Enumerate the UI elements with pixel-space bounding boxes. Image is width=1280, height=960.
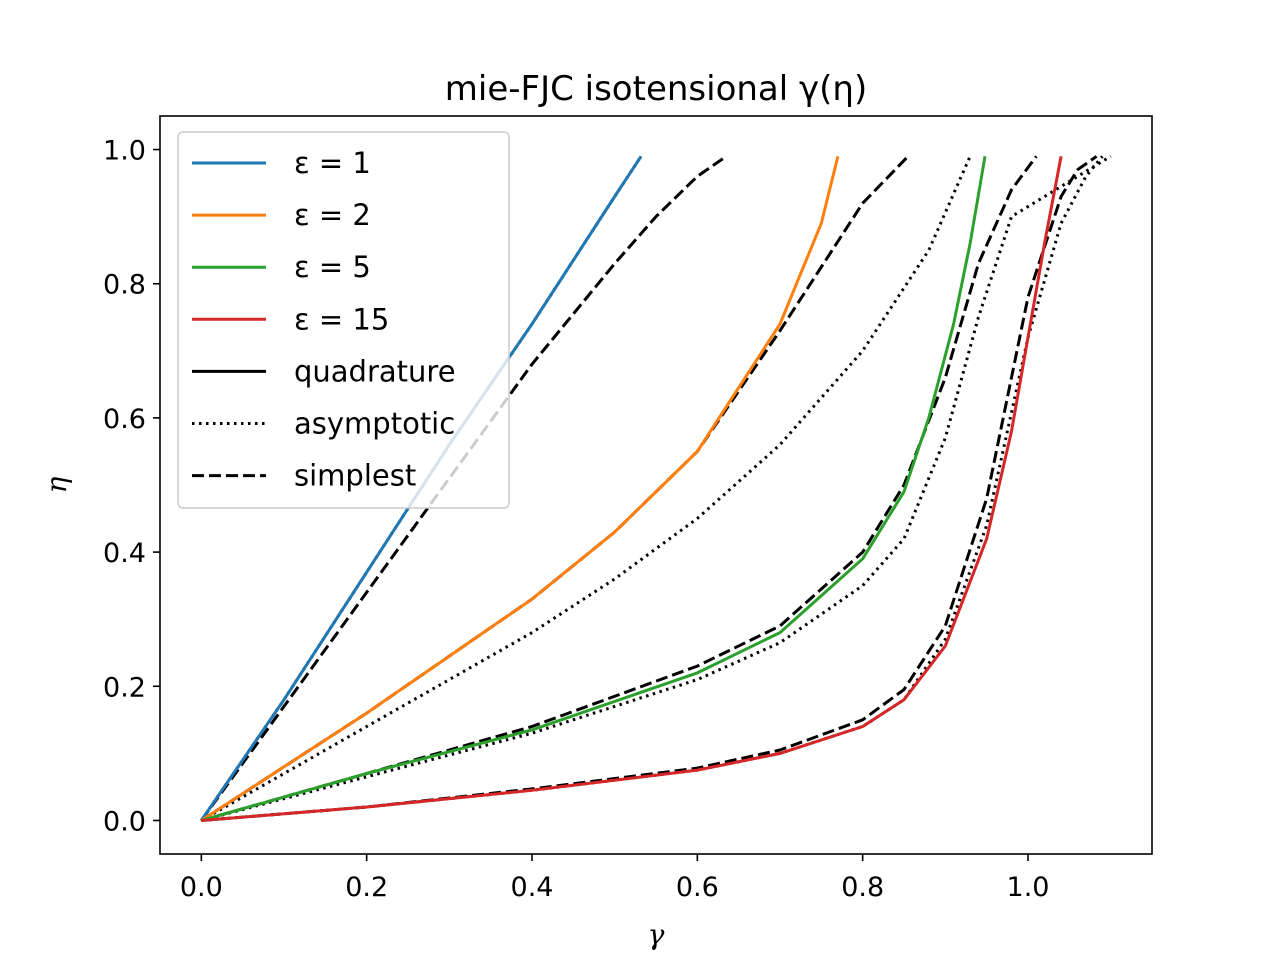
legend-label: ε = 1 bbox=[294, 146, 371, 180]
legend-box bbox=[177, 131, 510, 509]
y-tick-label: 0.2 bbox=[103, 672, 146, 703]
x-tick-label: 0.8 bbox=[841, 872, 884, 903]
legend-label: quadrature bbox=[294, 354, 456, 388]
series-line-eps5-simplest bbox=[200, 155, 1038, 822]
legend-entries: ε = 1 ε = 2 ε = 5 ε = 15 quadrature asymptoti… bbox=[192, 146, 456, 493]
chart-title: mie-FJC isotensional γ(η) bbox=[445, 69, 867, 109]
legend: ε = 1 ε = 2 ε = 5 ε = 15 quadrature asymptoti… bbox=[177, 131, 510, 509]
legend-label: ε = 2 bbox=[294, 198, 371, 232]
legend-label: ε = 15 bbox=[294, 302, 389, 336]
series-line-eps15-quadrature bbox=[201, 156, 1063, 822]
x-axis: 0.0 0.2 0.4 0.6 0.8 1.0 bbox=[180, 854, 1050, 903]
series-line-eps2-quadrature bbox=[200, 155, 840, 822]
x-tick-label: 0.0 bbox=[180, 872, 223, 903]
series-line-eps1-simplest bbox=[200, 155, 728, 822]
legend-label: simplest bbox=[294, 459, 416, 493]
y-tick-label: 0.6 bbox=[103, 404, 146, 435]
y-tick-label: 0.0 bbox=[103, 806, 146, 837]
y-axis: 0.0 0.2 0.4 0.6 0.8 1.0 bbox=[103, 136, 160, 837]
y-tick-label: 0.8 bbox=[103, 270, 146, 301]
x-tick-label: 1.0 bbox=[1007, 872, 1050, 903]
y-axis-label: η bbox=[40, 476, 73, 493]
x-tick-label: 0.2 bbox=[345, 872, 388, 903]
y-tick-label: 0.4 bbox=[103, 538, 146, 569]
series-line-eps5-quadrature bbox=[200, 156, 987, 822]
plot-frame bbox=[159, 115, 1153, 855]
x-tick-label: 0.4 bbox=[511, 872, 554, 903]
x-axis-label: γ bbox=[648, 918, 665, 951]
legend-label: asymptotic bbox=[294, 407, 455, 441]
legend-label: ε = 5 bbox=[294, 250, 371, 284]
y-tick-label: 1.0 bbox=[103, 136, 146, 167]
x-tick-label: 0.6 bbox=[676, 872, 719, 903]
